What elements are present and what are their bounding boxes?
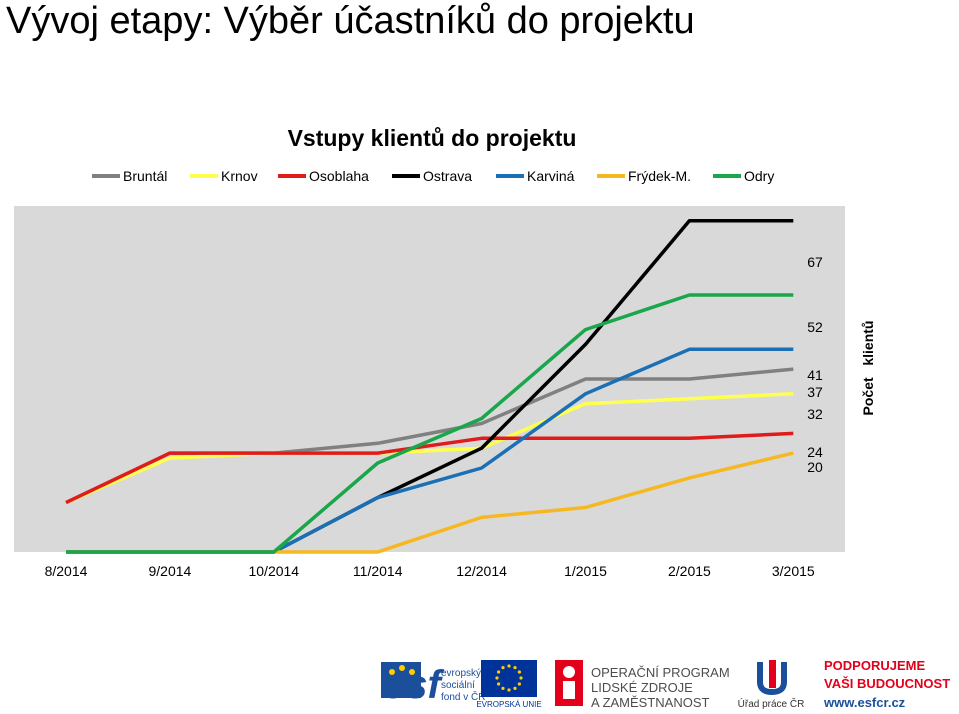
eu-star-icon [517, 682, 521, 686]
website: www.esfcr.cz [823, 695, 906, 710]
chart-title: Vstupy klientů do projektu [288, 125, 577, 151]
op-logo: OPERAČNÍ PROGRAM LIDSKÉ ZDROJE A ZAMĚSTN… [555, 660, 730, 710]
esf-logo: esf evropský sociální fond v ČR [381, 662, 485, 707]
end-value-label: 20 [807, 459, 823, 475]
legend-label: Frýdek-M. [628, 168, 691, 184]
slogan: PODPORUJEME VAŠI BUDOUCNOST www.esfcr.cz [823, 658, 950, 710]
end-value-label: 37 [807, 384, 823, 400]
legend-label: Bruntál [123, 168, 167, 184]
x-tick-label: 3/2015 [772, 563, 815, 579]
logo-strip: esf evropský sociální fond v ČR EVROPSKÁ… [381, 658, 950, 710]
slide-title: Vývoj etapy: Výběr účastníků do projektu [6, 0, 695, 42]
x-axis-ticks: 8/2014 9/2014 10/2014 11/2014 12/2014 1/2015 2… [45, 563, 815, 579]
x-tick-label: 11/2014 [353, 563, 403, 579]
esf-line-1: evropský [441, 668, 481, 679]
y-axis-label: Počet klientů [860, 321, 876, 416]
series-line [66, 293, 794, 554]
eu-star-icon [507, 664, 511, 668]
legend-label: Osoblaha [309, 168, 369, 184]
op-figure-icon [563, 666, 575, 678]
end-value-label: 52 [807, 319, 823, 335]
eu-star-icon [513, 686, 517, 690]
up-logo: Úřad práce ČR [738, 660, 805, 710]
op-line-3: A ZAMĚSTNANOST [591, 695, 710, 710]
x-tick-label: 10/2014 [248, 563, 299, 579]
eu-star-icon [495, 676, 499, 680]
slogan-line-1: PODPORUJEME [824, 658, 925, 673]
esf-star-icon [409, 669, 415, 675]
eu-stars [495, 664, 523, 692]
end-value-label: 32 [807, 406, 823, 422]
up-icon [757, 662, 787, 696]
slogan-line-2: VAŠI BUDOUCNOST [824, 676, 950, 691]
esf-line-2: sociální [441, 680, 475, 691]
eu-star-icon [513, 666, 517, 670]
x-tick-label: 2/2015 [668, 563, 711, 579]
op-line-2: LIDSKÉ ZDROJE [591, 680, 693, 695]
eu-star-icon [501, 686, 505, 690]
up-label: Úřad práce ČR [738, 697, 805, 710]
eu-star-icon [497, 682, 501, 686]
op-line-1: OPERAČNÍ PROGRAM [591, 665, 730, 680]
eu-star-icon [501, 666, 505, 670]
esf-line-3: fond v ČR [441, 690, 485, 703]
legend-label: Odry [744, 168, 774, 184]
end-value-label: 41 [807, 367, 823, 383]
eu-label: EVROPSKÁ UNIE [476, 700, 541, 709]
series-line [65, 431, 794, 505]
eu-star-icon [497, 670, 501, 674]
end-value-label: 67 [807, 254, 823, 270]
eu-star-icon [507, 688, 511, 692]
x-tick-label: 8/2014 [45, 563, 88, 579]
esf-star-icon [399, 665, 405, 671]
legend-label: Krnov [221, 168, 258, 184]
eu-star-icon [519, 676, 523, 680]
series-line [65, 392, 794, 505]
legend-label: Karviná [527, 168, 575, 184]
eu-logo: EVROPSKÁ UNIE [476, 660, 542, 709]
end-value-label: 24 [807, 444, 823, 460]
x-tick-label: 1/2015 [564, 563, 607, 579]
x-tick-label: 12/2014 [456, 563, 507, 579]
plot-area [14, 206, 845, 552]
legend-label: Ostrava [423, 168, 472, 184]
legend: Bruntál Krnov Osoblaha Ostrava Karviná Frýdek… [92, 168, 774, 184]
series-layer [65, 219, 794, 554]
eu-star-icon [517, 670, 521, 674]
esf-star-icon [389, 669, 395, 675]
x-tick-label: 9/2014 [148, 563, 191, 579]
